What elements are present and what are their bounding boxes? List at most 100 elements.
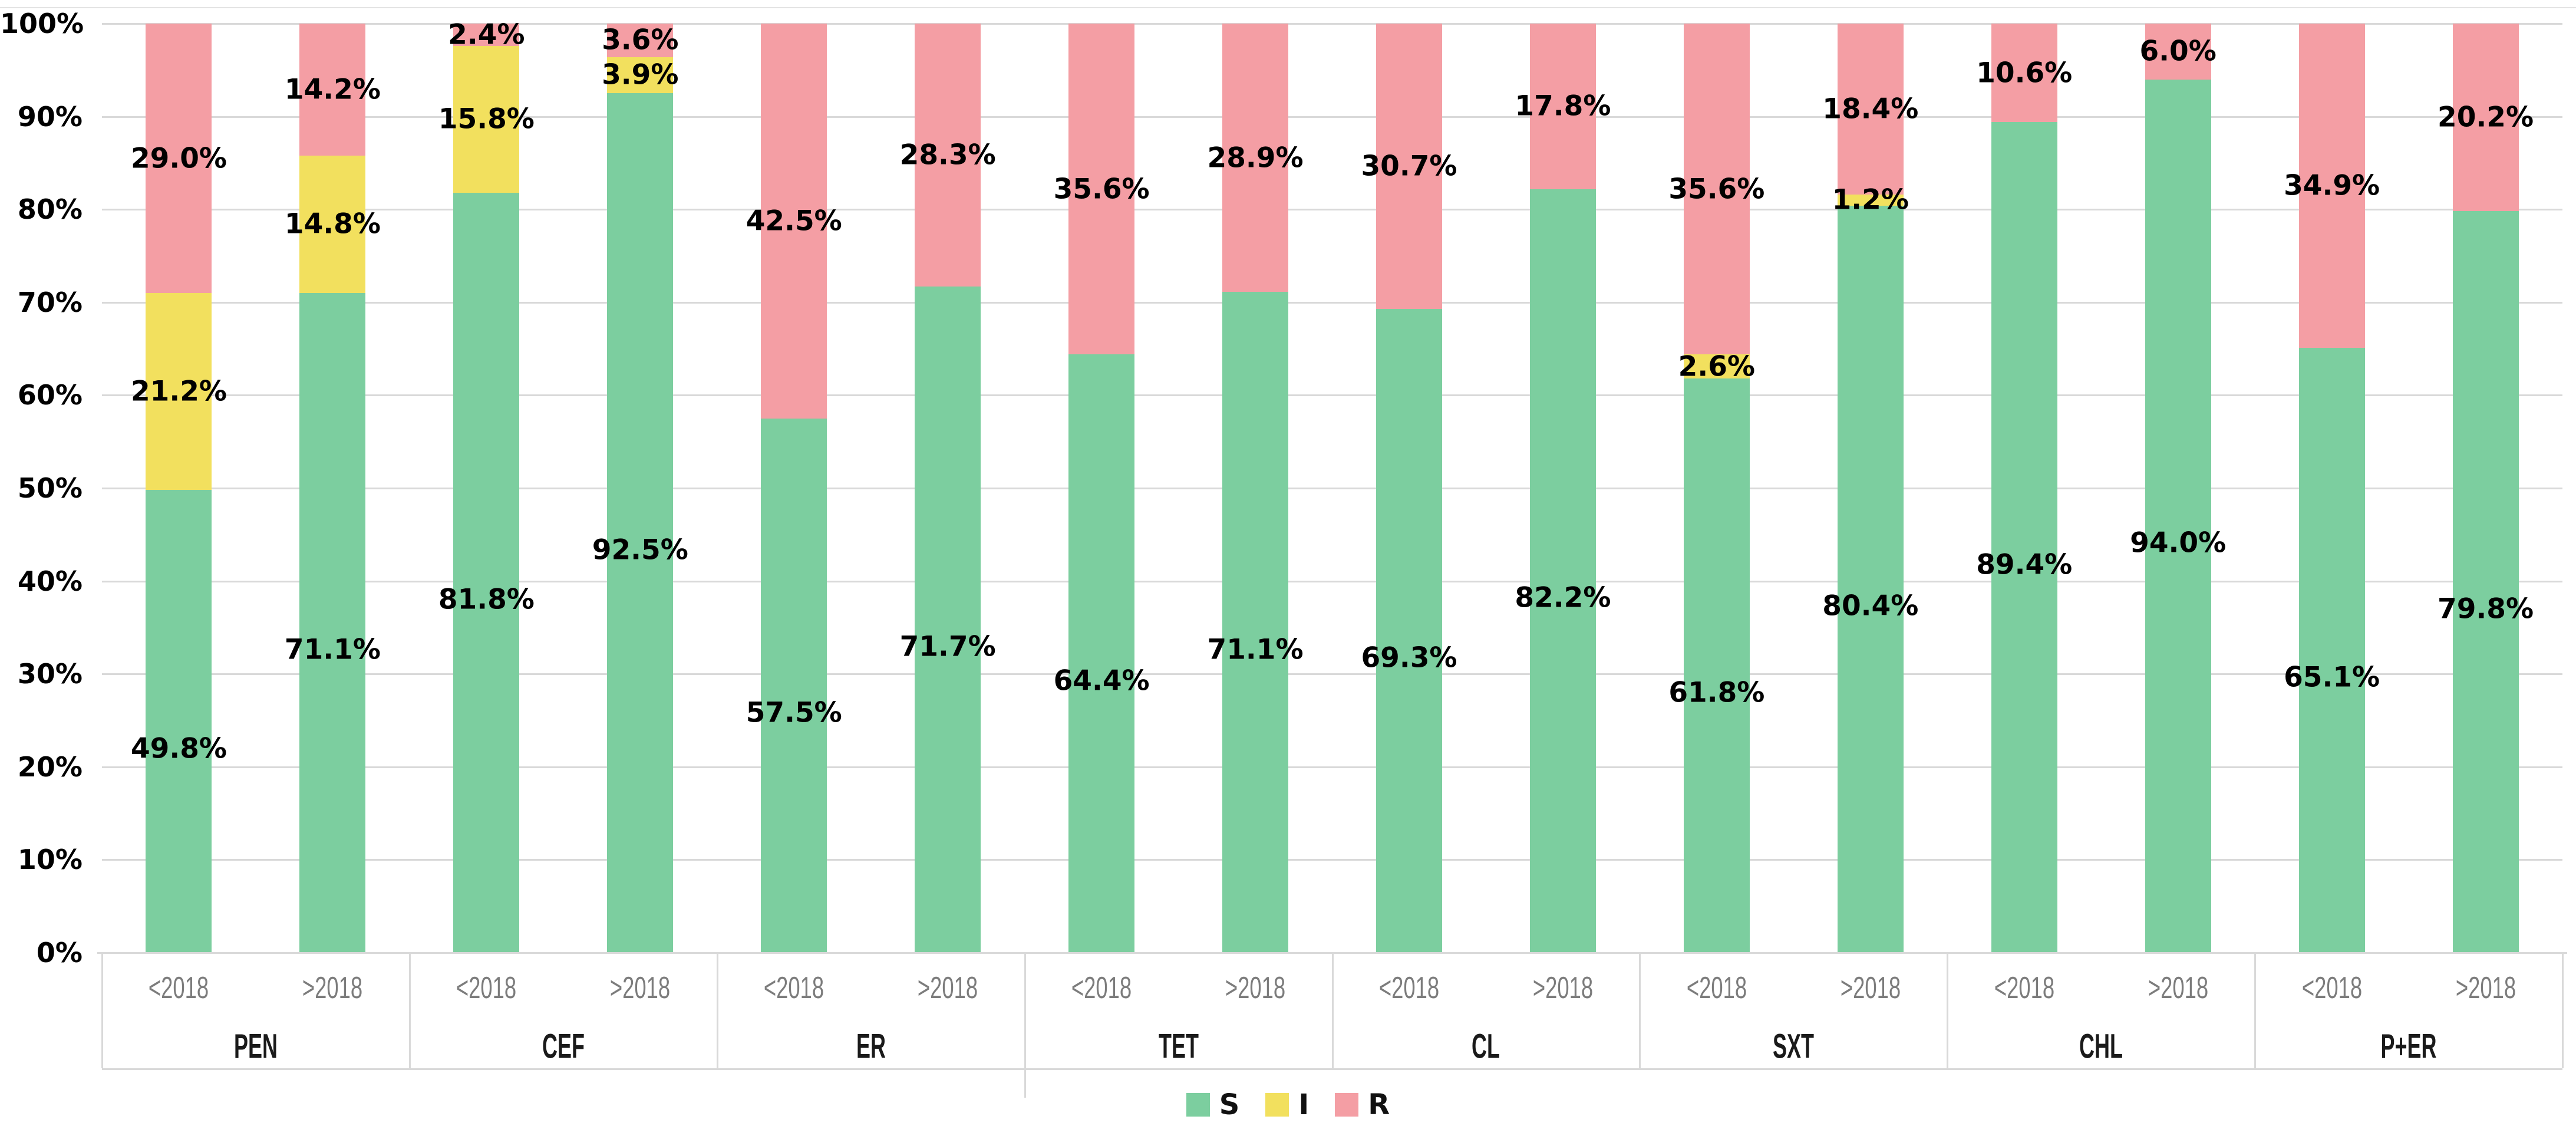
bar-segment-i <box>607 57 674 94</box>
bar-segment-r <box>2452 24 2519 212</box>
y-axis-tick-label: 60% <box>17 379 83 411</box>
x-axis-group-separator <box>1639 953 1641 1068</box>
y-axis-tick-label: 10% <box>17 844 83 876</box>
x-axis-group-separator <box>1947 953 1949 1068</box>
bar-segment-r <box>915 24 981 287</box>
chart-top-border <box>0 7 2576 8</box>
x-axis-group-separator <box>2254 953 2257 1068</box>
bar-segment-r <box>1991 24 2057 123</box>
data-label-r: 30.7% <box>1361 150 1457 183</box>
bar-segment-s <box>146 490 212 953</box>
bar-segment-r <box>607 24 674 57</box>
bar-segment-r <box>2298 24 2365 348</box>
bar-segment-s <box>1529 189 1596 953</box>
x-axis-category-label: ER <box>856 1027 886 1066</box>
gridline <box>102 766 2562 768</box>
x-axis-period-label: >2018 <box>2455 971 2516 1005</box>
x-axis-period-label: <2018 <box>456 971 517 1005</box>
data-label-s: 64.4% <box>1053 664 1150 697</box>
data-label-s: 81.8% <box>438 583 535 616</box>
data-label-r: 6.0% <box>2139 35 2217 68</box>
bar-segment-s <box>2298 348 2365 953</box>
x-axis-period-label: <2018 <box>2301 971 2362 1005</box>
legend: S I R <box>0 1086 2576 1124</box>
x-axis-period-label: <2018 <box>764 971 824 1005</box>
data-label-r: 34.9% <box>2284 169 2380 202</box>
data-label-r: 29.0% <box>130 142 227 175</box>
x-axis-category-label: P+ER <box>2380 1027 2437 1066</box>
bar-segment-i <box>299 155 366 293</box>
data-label-s: 89.4% <box>1976 548 2073 581</box>
x-axis-period-label: <2018 <box>1994 971 2054 1005</box>
data-label-i: 15.8% <box>438 103 535 136</box>
bar-segment-i <box>1683 354 1750 379</box>
data-label-s: 69.3% <box>1361 641 1457 674</box>
x-axis-period-label: <2018 <box>149 971 209 1005</box>
gridline <box>102 673 2562 676</box>
gridline <box>102 394 2562 397</box>
bar-segment-s <box>1376 308 1442 953</box>
legend-swatch-r-icon <box>1335 1093 1359 1117</box>
bar-segment-r <box>1068 24 1135 355</box>
bar-segment-s <box>2452 211 2519 953</box>
y-axis-tick-label: 80% <box>17 193 83 226</box>
gridline <box>102 580 2562 582</box>
x-axis-period-label: >2018 <box>1840 971 1901 1005</box>
bar-segment-s <box>1222 292 1289 953</box>
legend-item-i: I <box>1265 1088 1309 1121</box>
data-label-s: 65.1% <box>2284 661 2380 694</box>
data-label-s: 49.8% <box>130 732 227 765</box>
legend-swatch-s-icon <box>1186 1093 1210 1117</box>
y-axis-tick-label: 30% <box>17 658 83 690</box>
legend-label-i: I <box>1298 1088 1310 1121</box>
bar-segment-s <box>1837 205 1904 953</box>
bar-segment-i <box>146 293 212 490</box>
x-axis-period-label: <2018 <box>1686 971 1747 1005</box>
data-label-s: 92.5% <box>592 534 688 567</box>
y-axis-tick-label: 0% <box>36 937 83 969</box>
x-axis-group-separator <box>408 953 411 1068</box>
data-label-r: 20.2% <box>2438 101 2534 134</box>
data-label-r: 17.8% <box>1515 90 1611 123</box>
bar-segment-r <box>1222 24 1289 292</box>
bar-segment-s <box>299 292 366 953</box>
y-axis-tick-label: 40% <box>17 565 83 597</box>
data-label-s: 71.1% <box>1207 633 1304 666</box>
data-label-r: 35.6% <box>1053 173 1150 206</box>
bar-segment-s <box>1068 354 1135 953</box>
gridline <box>102 301 2562 304</box>
bar-segment-r <box>453 24 520 46</box>
x-axis-category-label: PEN <box>233 1027 278 1066</box>
bar-segment-r <box>299 24 366 156</box>
data-label-r: 14.2% <box>284 73 381 106</box>
y-axis-tick-label: 20% <box>17 750 83 783</box>
data-label-s: 61.8% <box>1668 676 1765 709</box>
y-axis-tick-label: 100% <box>0 8 84 39</box>
x-axis-group-separator <box>2562 953 2564 1068</box>
data-label-r: 28.9% <box>1207 141 1304 175</box>
x-axis-category-label: CL <box>1472 1027 1500 1066</box>
bar-segment-r <box>1376 24 1442 309</box>
data-label-i: 2.6% <box>1678 350 1756 383</box>
data-label-r: 10.6% <box>1976 57 2073 90</box>
data-label-s: 79.8% <box>2438 592 2534 625</box>
y-axis-tick-label: 90% <box>17 100 83 133</box>
x-axis-period-label: >2018 <box>610 971 671 1005</box>
bar-segment-s <box>761 418 827 953</box>
bar-segment-s <box>1683 378 1750 953</box>
bar-segment-s <box>1991 122 2057 953</box>
data-label-r: 18.4% <box>1822 93 1919 126</box>
x-axis-category-label: CEF <box>542 1027 585 1066</box>
x-axis-period-label: >2018 <box>918 971 978 1005</box>
bar-segment-r <box>1837 24 1904 195</box>
x-axis-group-separator <box>1024 953 1026 1098</box>
bar-segment-r <box>1529 24 1596 189</box>
x-axis-period-label: >2018 <box>1225 971 1286 1005</box>
data-label-r: 28.3% <box>899 139 996 172</box>
gridline <box>102 859 2562 861</box>
data-label-s: 94.0% <box>2130 526 2227 559</box>
x-axis-period-label: >2018 <box>1532 971 1594 1005</box>
bar-segment-r <box>761 24 827 419</box>
bar-segment-r <box>146 24 212 294</box>
legend-label-r: R <box>1368 1088 1390 1121</box>
